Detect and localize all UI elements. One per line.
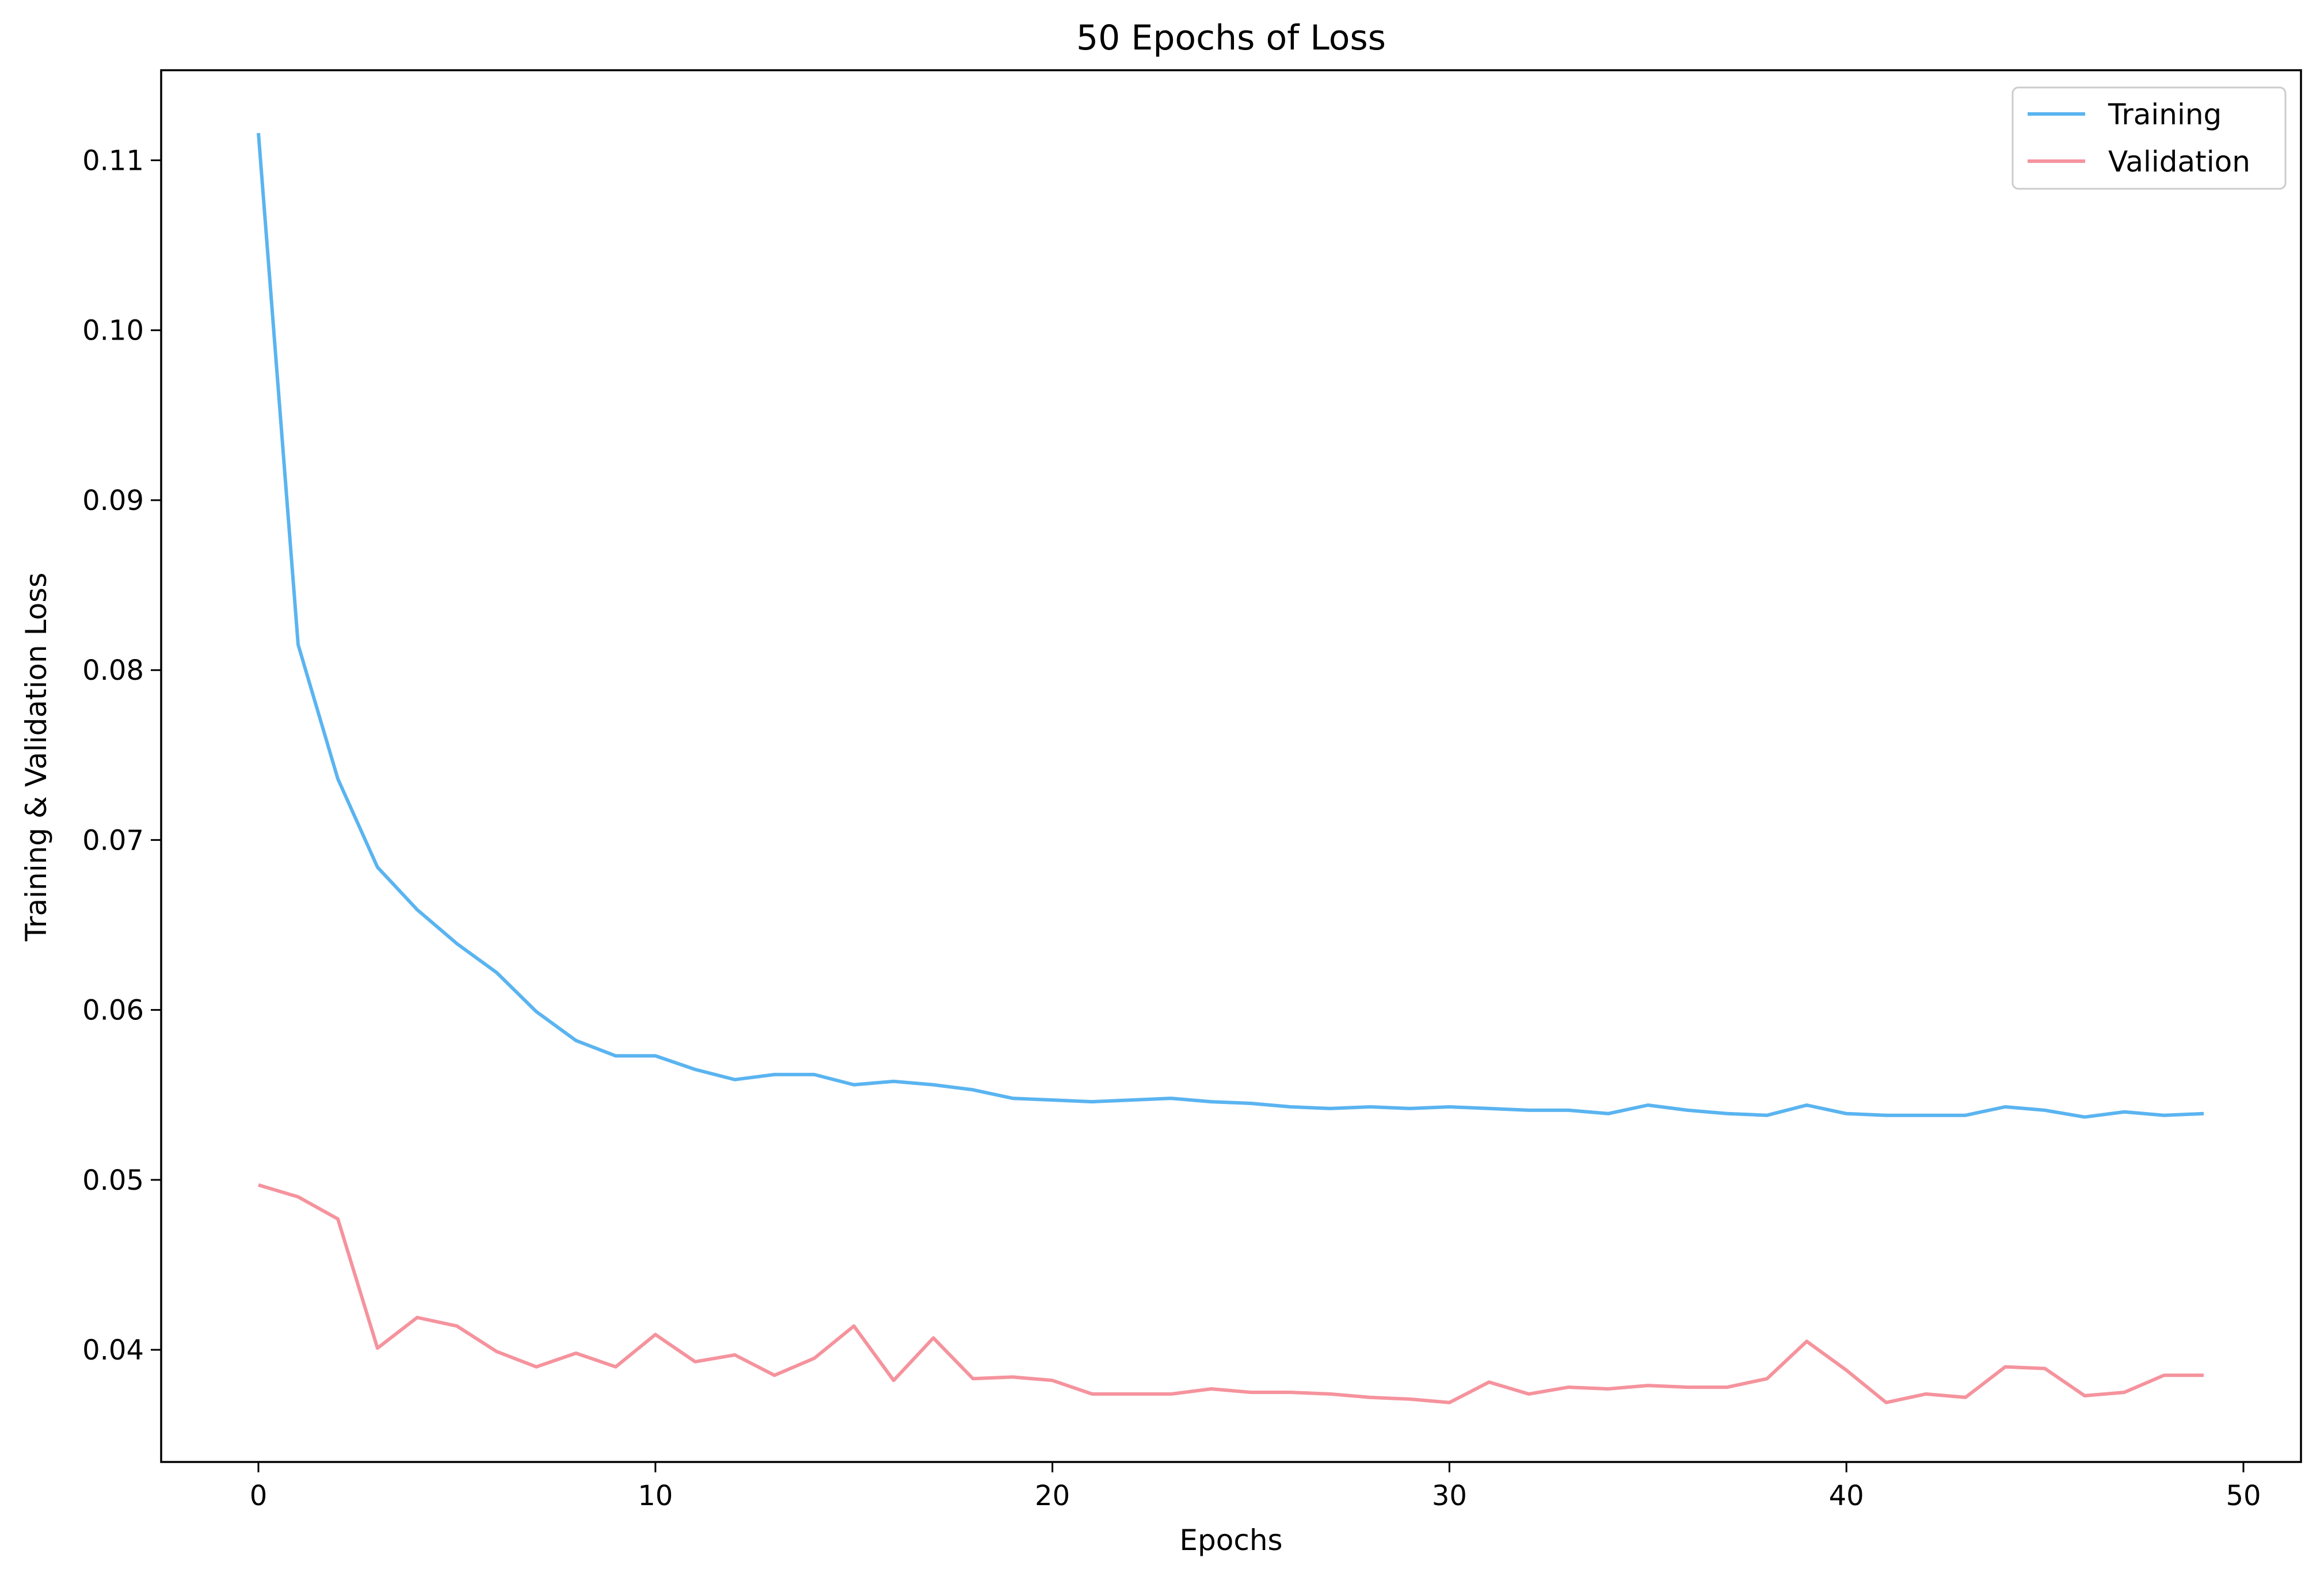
y-tick-label: 0.06 (82, 995, 144, 1027)
axes-layer (160, 69, 2302, 1463)
plot-area-frame (160, 69, 2302, 1463)
y-tick-label: 0.09 (82, 485, 144, 517)
legend-label-validation: Validation (2108, 145, 2250, 178)
x-axis-label: Epochs (1179, 1524, 1282, 1557)
y-tick-label: 0.07 (82, 824, 144, 856)
ticks-layer: 0 10 20 30 40 50 0.04 0.05 0.06 0.07 0.08 0.09 0.10 0… (82, 144, 2261, 1512)
x-tick-label: 50 (2226, 1480, 2261, 1512)
series-line-validation (258, 1183, 2204, 1404)
y-tick-label: 0.10 (82, 315, 144, 347)
legend-label-training: Training (2108, 98, 2222, 131)
x-tick-label: 10 (638, 1480, 673, 1512)
legend: Training Validation (2011, 86, 2287, 190)
x-tick-label: 40 (1829, 1480, 1864, 1512)
chart-title: 50 Epochs of Loss (1076, 18, 1386, 58)
x-tick-label: 0 (250, 1480, 268, 1512)
y-tick-label: 0.04 (82, 1334, 144, 1366)
series-layer (257, 132, 2204, 1404)
y-tick-label: 0.05 (82, 1164, 144, 1197)
series-line-training (257, 132, 2204, 1119)
x-tick-label: 30 (1432, 1480, 1467, 1512)
y-tick-label: 0.08 (82, 654, 144, 687)
y-tick-label: 0.11 (82, 144, 144, 177)
x-tick-label: 20 (1035, 1480, 1070, 1512)
y-axis-label: Training & Validation Loss (20, 573, 53, 942)
